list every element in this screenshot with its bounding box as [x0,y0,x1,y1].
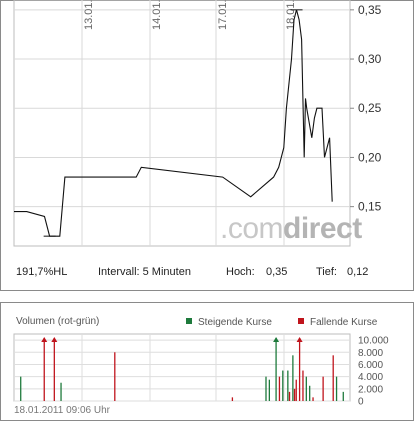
volume-tick-label: 4.000 [358,372,383,383]
price-tick-label: 0,30 [358,52,382,66]
price-grid [14,0,350,246]
legend-falling: Fallende Kurse [298,317,378,328]
volume-tick-label: 10.000 [358,336,389,347]
legend-rising: Steigende Kurse [186,317,272,328]
watermark-prefix: .com [220,212,283,245]
date-tick-label: 14.01. [151,0,163,30]
volume-tick-label: 6.000 [358,360,383,371]
info-low-label: Tief: [316,266,337,278]
info-low-value: 0,12 [347,266,368,278]
volume-bars [20,337,344,401]
volume-tick-label: 2.000 [358,384,383,395]
volume-title: Volumen (rot-grün) [16,316,99,327]
legend-rising-label: Steigende Kurse [198,317,272,328]
watermark: .comdirect [220,212,362,245]
volume-tick-label: 8.000 [358,348,383,359]
price-tick-label: 0,15 [358,200,382,214]
info-interval: Intervall: 5 Minuten [98,266,191,278]
volume-overflow-arrow [51,337,58,342]
volume-tick-label: 0 [358,397,364,408]
date-tick-label: 13.01. [83,0,95,30]
high-low-markers [43,9,303,237]
price-tick-labels: 0,35 0,30 0,25 0,20 0,15 [350,3,382,214]
price-tick-label: 0,35 [358,3,382,17]
info-high-label: Hoch: [226,266,255,278]
price-plot-area [13,0,351,247]
price-panel-frame [0,0,414,291]
volume-overflow-arrow [296,337,303,342]
info-change: 191,7%HL [16,266,67,278]
timestamp: 18.01.2011 09:06 Uhr [14,405,111,416]
info-high-value: 0,35 [266,266,287,278]
legend-falling-label: Fallende Kurse [310,317,378,328]
volume-overflow-arrow [273,337,280,342]
volume-overflow-arrow [41,337,48,342]
watermark-suffix: direct [283,212,362,245]
legend-falling-swatch [298,318,304,324]
price-tick-label: 0,25 [358,101,382,115]
price-line [14,9,333,237]
date-tick-label: 17.01. [217,0,229,30]
legend-rising-swatch [186,318,192,324]
price-tick-label: 0,20 [358,150,382,164]
